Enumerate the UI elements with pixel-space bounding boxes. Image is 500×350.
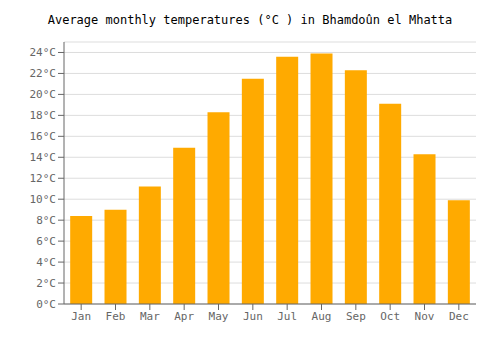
svg-text:Apr: Apr (174, 310, 194, 323)
html-text:Average monthly temperatures (: Average monthly temperatures (°C ) in Bh… (47, 13, 453, 27)
svg-text:12°C: 12°C (30, 172, 57, 185)
svg-text:Mar: Mar (140, 310, 160, 323)
svg-text:22°C: 22°C (30, 67, 57, 80)
svg-text:Jun: Jun (243, 310, 263, 323)
svg-text:Dec: Dec (449, 310, 469, 323)
svg-text:20°C: 20°C (30, 88, 57, 101)
svg-text:16°C: 16°C (30, 130, 57, 143)
svg-text:Sep: Sep (346, 310, 366, 323)
svg-text:Oct: Oct (380, 310, 400, 323)
svg-text:2°C: 2°C (36, 277, 56, 290)
svg-text:8°C: 8°C (36, 214, 56, 227)
svg-text:Jan: Jan (71, 310, 91, 323)
svg-text:Jul: Jul (277, 310, 297, 323)
svg-text:Nov: Nov (415, 310, 435, 323)
svg-text:0°C: 0°C (36, 298, 56, 311)
svg-text:Feb: Feb (106, 310, 126, 323)
svg-text:18°C: 18°C (30, 109, 57, 122)
svg-text:4°C: 4°C (36, 256, 56, 269)
svg-text:24°C: 24°C (30, 46, 57, 59)
svg-text:14°C: 14°C (30, 151, 57, 164)
svg-text:Aug: Aug (312, 310, 332, 323)
svg-text:6°C: 6°C (36, 235, 56, 248)
svg-text:May: May (209, 310, 229, 323)
svg-text:10°C: 10°C (30, 193, 57, 206)
